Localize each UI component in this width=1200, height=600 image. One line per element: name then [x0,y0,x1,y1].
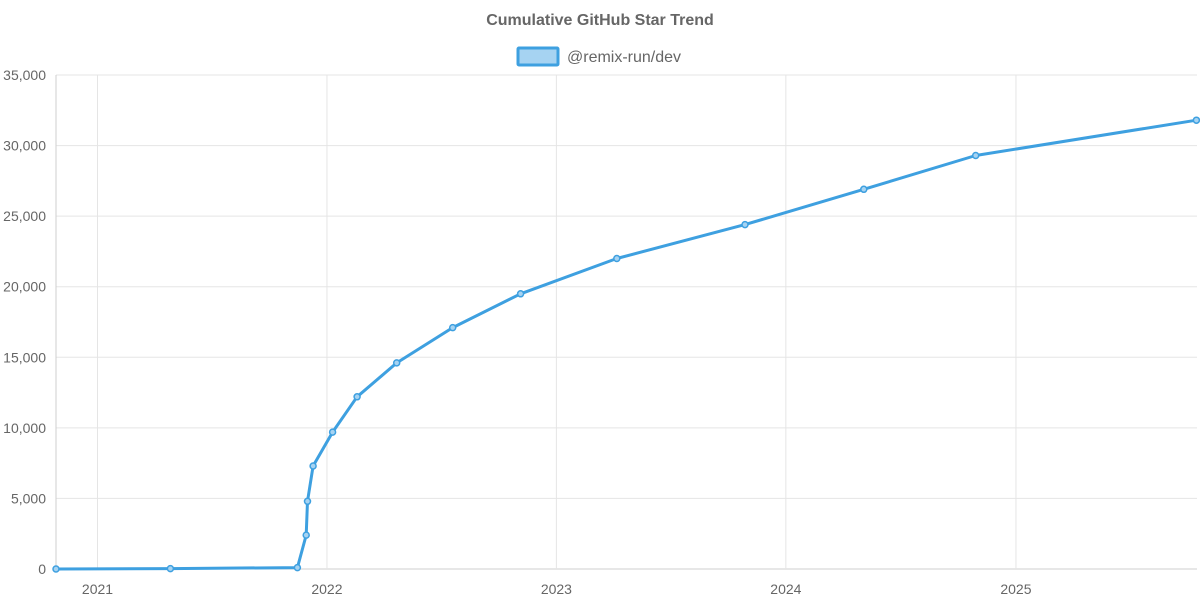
chart-title: Cumulative GitHub Star Trend [486,12,714,29]
y-axis: 0 5,000 10,000 15,000 20,000 25,000 30,000 35,0… [3,67,46,577]
y-tick-label: 30,000 [3,138,46,154]
data-point[interactable] [741,220,749,229]
data-point[interactable] [516,290,525,298]
x-tick-label: 2024 [770,581,801,597]
y-tick-label: 25,000 [3,208,46,224]
data-point[interactable] [353,393,361,401]
x-axis: 2021 2022 2023 2024 2025 [82,581,1032,597]
data-point[interactable] [860,185,868,194]
y-tick-label: 10,000 [3,420,46,436]
data-point[interactable] [448,323,457,332]
data-point[interactable] [293,563,302,572]
y-gridlines [56,74,1197,570]
x-tick-label: 2023 [541,581,572,597]
data-point[interactable] [303,497,312,506]
data-point[interactable] [613,254,621,263]
y-tick-label: 0 [38,561,46,577]
x-tick-label: 2021 [82,581,113,597]
data-point[interactable] [328,428,337,436]
legend-label[interactable]: @remix-run/dev [567,49,681,66]
x-gridlines [55,75,1017,569]
data-point[interactable] [1192,116,1200,124]
data-point[interactable] [971,151,980,160]
data-point[interactable] [392,359,401,367]
legend[interactable]: @remix-run/dev [516,46,681,67]
legend-swatch[interactable] [516,46,560,67]
data-points [52,116,1200,573]
y-tick-label: 35,000 [3,67,46,83]
data-point[interactable] [309,462,317,470]
series-line [54,118,1198,571]
y-tick-label: 5,000 [11,490,46,506]
data-point[interactable] [52,565,60,573]
y-tick-label: 20,000 [3,279,46,295]
data-point[interactable] [302,531,310,539]
x-tick-label: 2022 [311,581,342,597]
data-point[interactable] [166,564,175,573]
y-tick-label: 15,000 [3,349,46,365]
series-layer [54,118,1198,571]
x-tick-label: 2025 [1000,581,1031,597]
